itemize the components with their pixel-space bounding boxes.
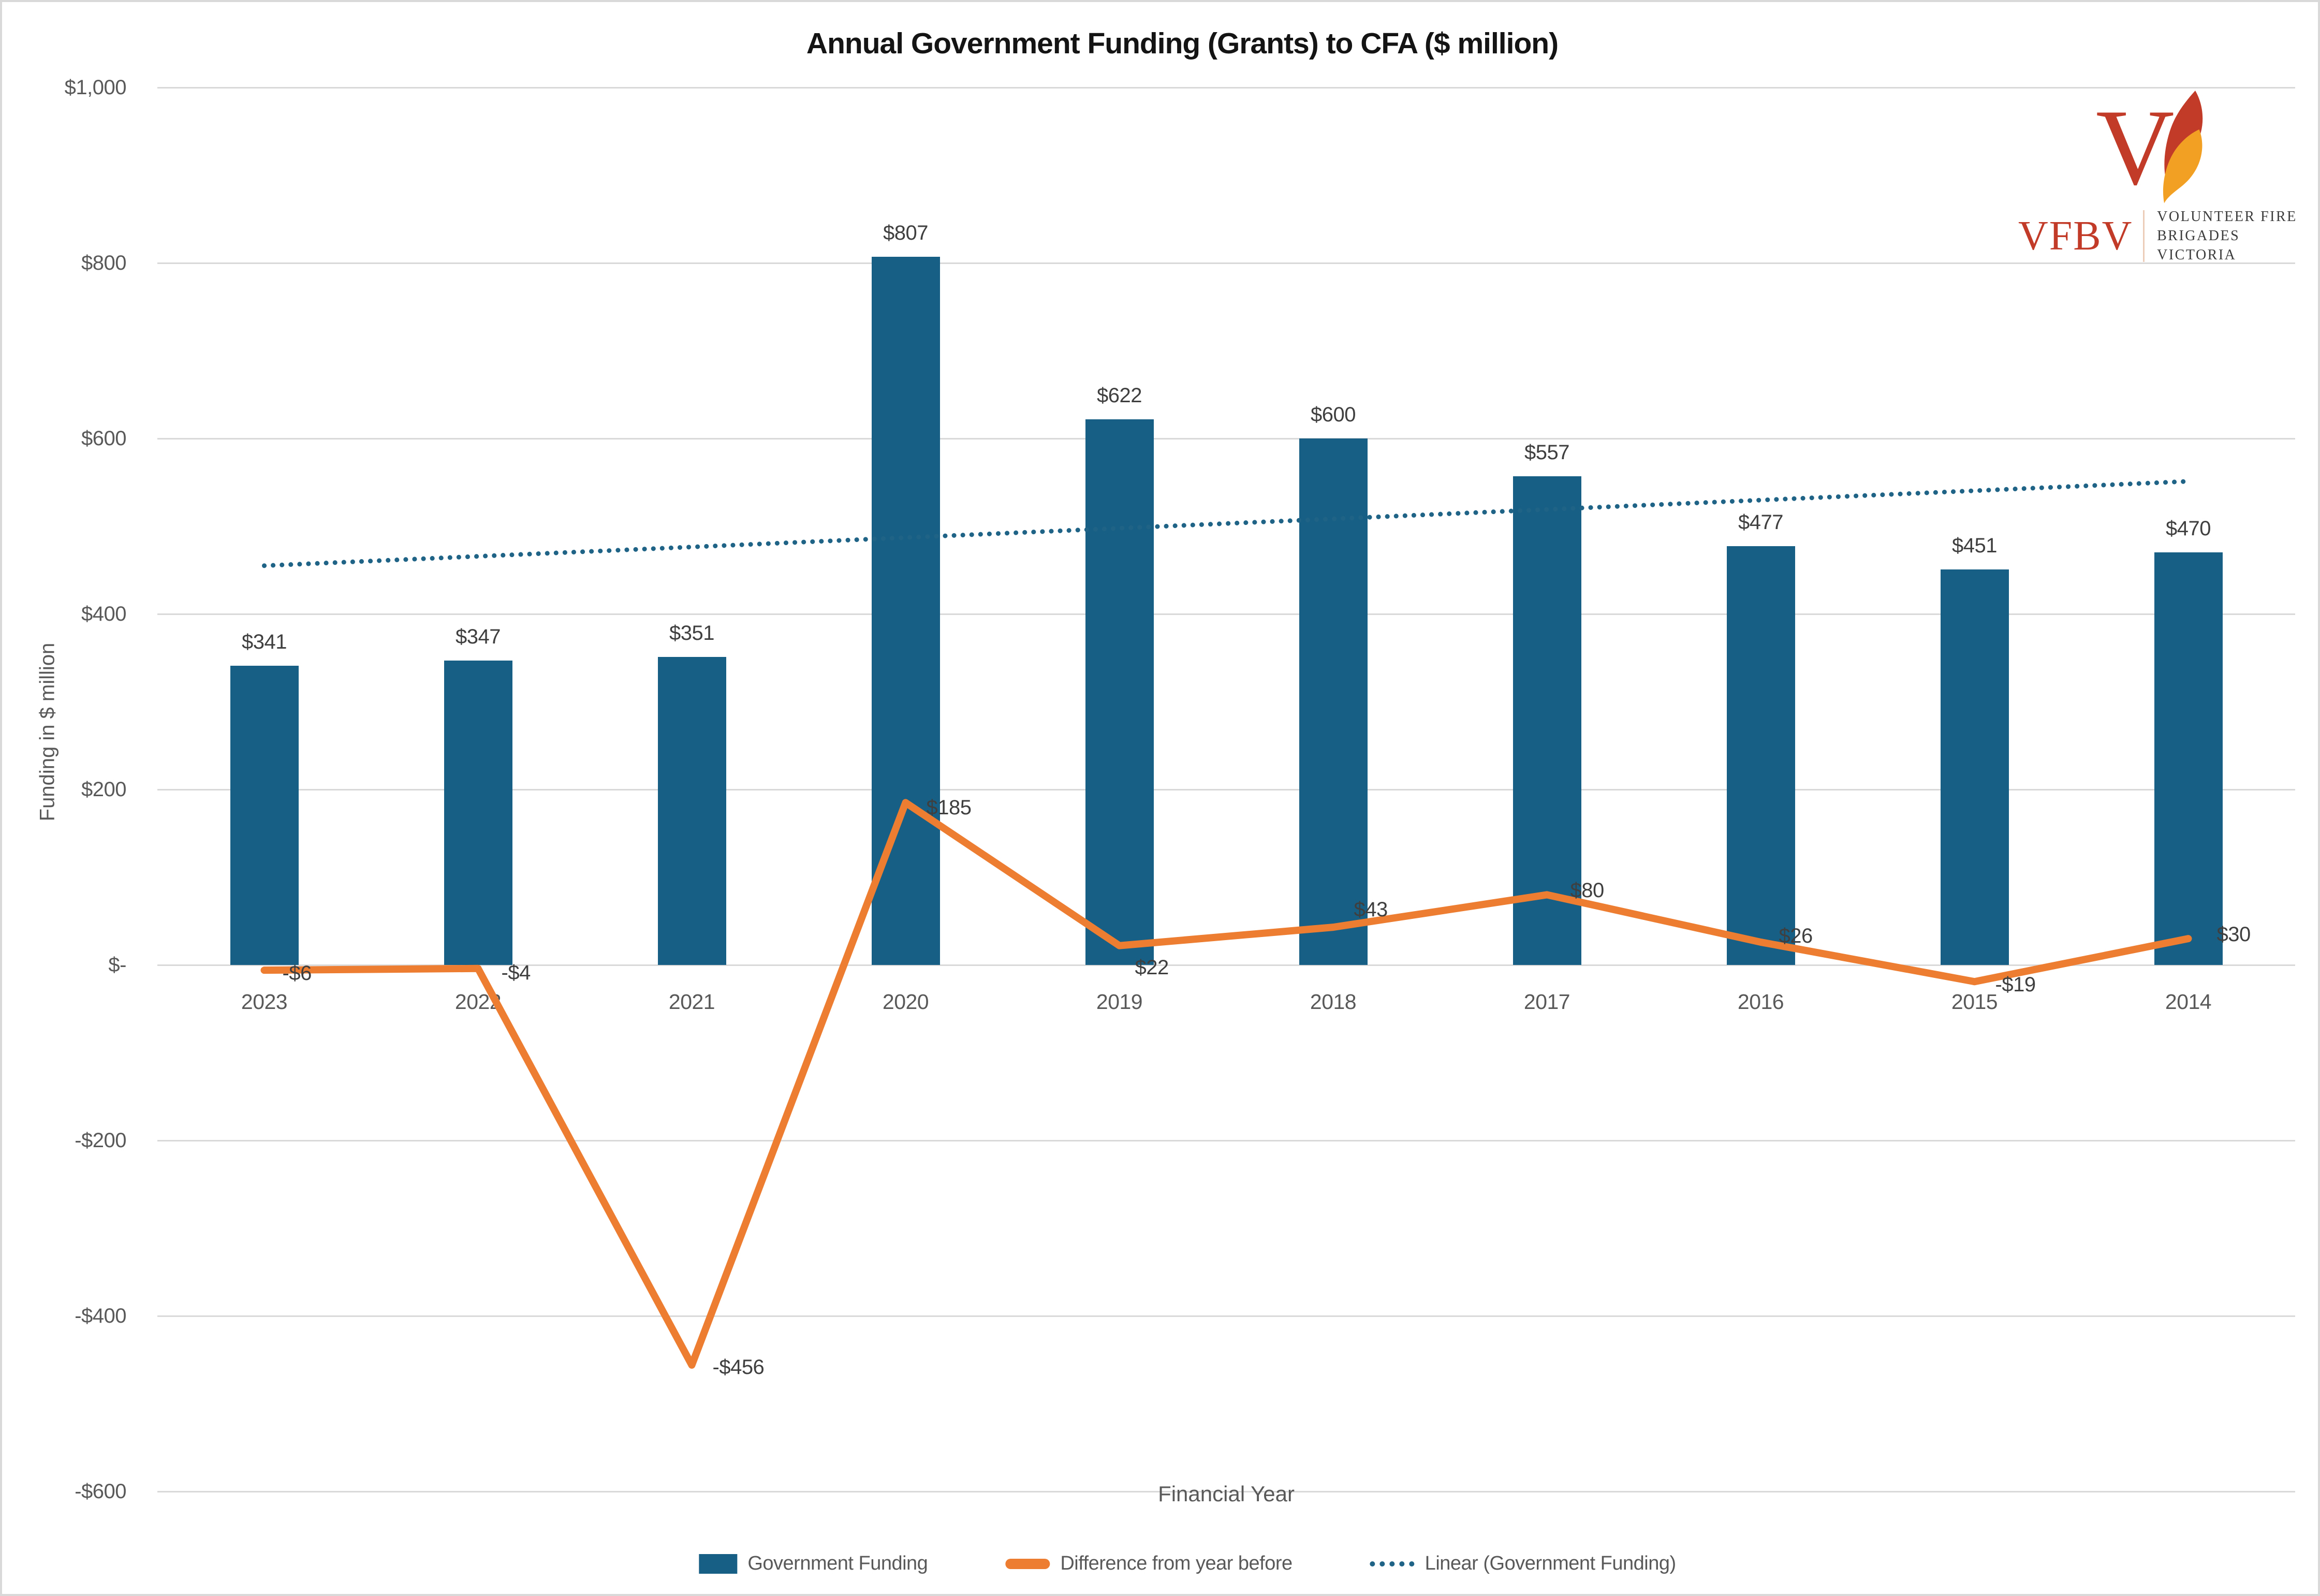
bar-value-label: $470 bbox=[2166, 517, 2211, 540]
legend-item-government-funding: Government Funding bbox=[699, 1553, 928, 1575]
diff-value-label: $30 bbox=[2216, 923, 2251, 946]
legend-label: Difference from year before bbox=[1060, 1553, 1293, 1574]
bar-swatch-icon bbox=[699, 1554, 738, 1574]
gridline bbox=[157, 1315, 2295, 1317]
bar-value-label: $622 bbox=[1097, 384, 1142, 407]
x-tick-label: 2023 bbox=[241, 990, 288, 1014]
x-tick-label: 2021 bbox=[668, 990, 715, 1014]
diff-value-label: -$4 bbox=[501, 961, 531, 984]
legend-label: Linear (Government Funding) bbox=[1425, 1553, 1676, 1574]
trend-line bbox=[262, 479, 2188, 568]
y-tick-label: $200 bbox=[81, 778, 126, 801]
gridline bbox=[157, 1490, 2295, 1492]
funding-bar bbox=[230, 666, 299, 965]
funding-bar bbox=[1085, 419, 1154, 965]
diff-value-label: -$456 bbox=[712, 1355, 765, 1379]
legend: Government Funding Difference from year … bbox=[699, 1553, 1676, 1575]
diff-value-label: -$19 bbox=[1995, 973, 2036, 997]
y-tick-label: -$400 bbox=[75, 1305, 126, 1327]
difference-line bbox=[260, 799, 2192, 1369]
bar-value-label: $600 bbox=[1311, 403, 1356, 426]
gridline bbox=[157, 262, 2295, 264]
x-tick-label: 2016 bbox=[1737, 990, 1784, 1014]
y-tick-label: $800 bbox=[81, 252, 126, 274]
vfbv-flame-icon: V bbox=[2096, 89, 2203, 207]
bar-value-label: $351 bbox=[669, 622, 714, 645]
y-tick-label: $- bbox=[108, 954, 126, 976]
diff-value-label: -$6 bbox=[282, 962, 312, 985]
vfbv-wordmark: VFBV bbox=[2018, 213, 2133, 259]
funding-bar bbox=[657, 657, 726, 965]
diff-value-label: $26 bbox=[1779, 924, 1813, 947]
x-tick-label: 2017 bbox=[1523, 990, 1570, 1014]
logo-divider bbox=[2143, 210, 2145, 262]
legend-item-difference: Difference from year before bbox=[1005, 1553, 1293, 1575]
x-tick-label: 2014 bbox=[2165, 990, 2212, 1014]
funding-bar bbox=[1940, 569, 2009, 965]
funding-bar bbox=[871, 257, 940, 965]
vfbv-logo: V VFBV VOLUNTEER FIRE BRIGADES VICTORIA bbox=[2018, 89, 2308, 270]
x-tick-label: 2018 bbox=[1310, 990, 1357, 1014]
dotted-line-swatch-icon bbox=[1370, 1561, 1415, 1566]
gridline bbox=[157, 788, 2295, 790]
y-tick-label: $400 bbox=[81, 603, 126, 625]
svg-text:V: V bbox=[2096, 89, 2175, 207]
funding-bar bbox=[1299, 438, 1368, 965]
gridline bbox=[157, 613, 2295, 615]
legend-label: Government Funding bbox=[747, 1553, 928, 1574]
y-tick-label: -$600 bbox=[75, 1480, 126, 1503]
bar-value-label: $341 bbox=[242, 631, 287, 653]
logo-subtitle: VOLUNTEER FIRE BRIGADES VICTORIA bbox=[2157, 209, 2297, 263]
gridline bbox=[157, 1139, 2295, 1141]
bar-value-label: $477 bbox=[1738, 511, 1783, 534]
x-tick-label: 2019 bbox=[1096, 990, 1143, 1014]
bar-value-label: $347 bbox=[456, 625, 501, 648]
diff-value-label: $185 bbox=[926, 796, 972, 819]
diff-value-label: $43 bbox=[1354, 898, 1388, 921]
gridline bbox=[157, 86, 2295, 89]
funding-bar bbox=[444, 660, 512, 965]
y-tick-label: $1,000 bbox=[64, 76, 127, 99]
x-tick-label: 2020 bbox=[882, 990, 929, 1014]
bar-value-label: $807 bbox=[883, 222, 928, 245]
x-axis-title: Financial Year bbox=[1158, 1482, 1295, 1506]
bar-value-label: $451 bbox=[1952, 534, 1997, 557]
gridline bbox=[157, 437, 2295, 440]
funding-bar bbox=[2154, 552, 2223, 965]
funding-bar bbox=[1726, 546, 1795, 965]
chart-title: Annual Government Funding (Grants) to CF… bbox=[806, 27, 1559, 60]
y-axis-title: Funding in $ million bbox=[36, 642, 59, 822]
bar-value-label: $557 bbox=[1524, 441, 1569, 464]
legend-item-linear: Linear (Government Funding) bbox=[1370, 1553, 1676, 1575]
x-tick-label: 2022 bbox=[454, 990, 502, 1014]
diff-value-label: $80 bbox=[1570, 879, 1605, 902]
y-tick-label: -$200 bbox=[75, 1129, 126, 1152]
line-swatch-icon bbox=[1005, 1558, 1050, 1569]
y-tick-label: $600 bbox=[81, 427, 126, 450]
diff-value-label: $22 bbox=[1135, 956, 1169, 979]
